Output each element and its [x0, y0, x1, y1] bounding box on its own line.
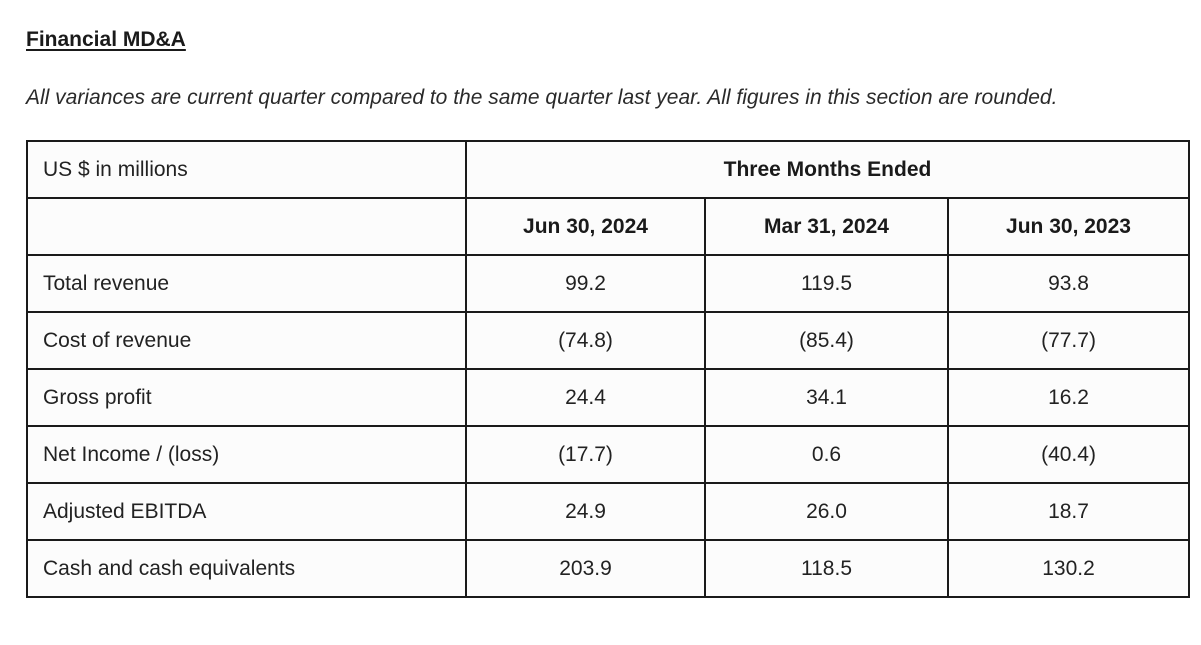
column-header: Jun 30, 2023 — [946, 197, 1191, 256]
row-label: Total revenue — [26, 254, 467, 313]
unit-label-cell: US $ in millions — [26, 140, 467, 199]
table-cell: 18.7 — [946, 482, 1191, 541]
table-cell: 203.9 — [465, 539, 706, 598]
table-cell: (85.4) — [704, 311, 949, 370]
section-heading: Financial MD&A — [26, 28, 186, 51]
row-label: Adjusted EBITDA — [26, 482, 467, 541]
row-label: Cost of revenue — [26, 311, 467, 370]
table-row: Total revenue 99.2 119.5 93.8 — [26, 254, 1191, 313]
table-cell: 119.5 — [704, 254, 949, 313]
table-cell: (77.7) — [946, 311, 1191, 370]
table-cell: 0.6 — [704, 425, 949, 484]
table-cell: 118.5 — [704, 539, 949, 598]
table-cell: (17.7) — [465, 425, 706, 484]
variance-note: All variances are current quarter compar… — [26, 86, 1058, 109]
column-header: Jun 30, 2024 — [465, 197, 706, 256]
table-cell: 24.9 — [465, 482, 706, 541]
empty-header-cell — [26, 197, 467, 256]
table-row: Net Income / (loss) (17.7) 0.6 (40.4) — [26, 425, 1191, 484]
table-cell: 26.0 — [704, 482, 949, 541]
table-cell: 34.1 — [704, 368, 949, 427]
column-header: Mar 31, 2024 — [704, 197, 949, 256]
row-label: Gross profit — [26, 368, 467, 427]
table-row: Cash and cash equivalents 203.9 118.5 13… — [26, 539, 1191, 598]
table-row: Gross profit 24.4 34.1 16.2 — [26, 368, 1191, 427]
table-cell: 16.2 — [946, 368, 1191, 427]
table-row: Adjusted EBITDA 24.9 26.0 18.7 — [26, 482, 1191, 541]
table-cell: 99.2 — [465, 254, 706, 313]
table-header-row-dates: Jun 30, 2024 Mar 31, 2024 Jun 30, 2023 — [26, 197, 1191, 256]
row-label: Cash and cash equivalents — [26, 539, 467, 598]
financial-table: US $ in millions Three Months Ended Jun … — [26, 140, 1191, 598]
table-header-row-group: US $ in millions Three Months Ended — [26, 140, 1191, 199]
row-label: Net Income / (loss) — [26, 425, 467, 484]
table-cell: 130.2 — [946, 539, 1191, 598]
table-row: Cost of revenue (74.8) (85.4) (77.7) — [26, 311, 1191, 370]
table-cell: (74.8) — [465, 311, 706, 370]
table-cell: 93.8 — [946, 254, 1191, 313]
table-cell: 24.4 — [465, 368, 706, 427]
group-header-cell: Three Months Ended — [464, 140, 1191, 199]
table-cell: (40.4) — [946, 425, 1191, 484]
